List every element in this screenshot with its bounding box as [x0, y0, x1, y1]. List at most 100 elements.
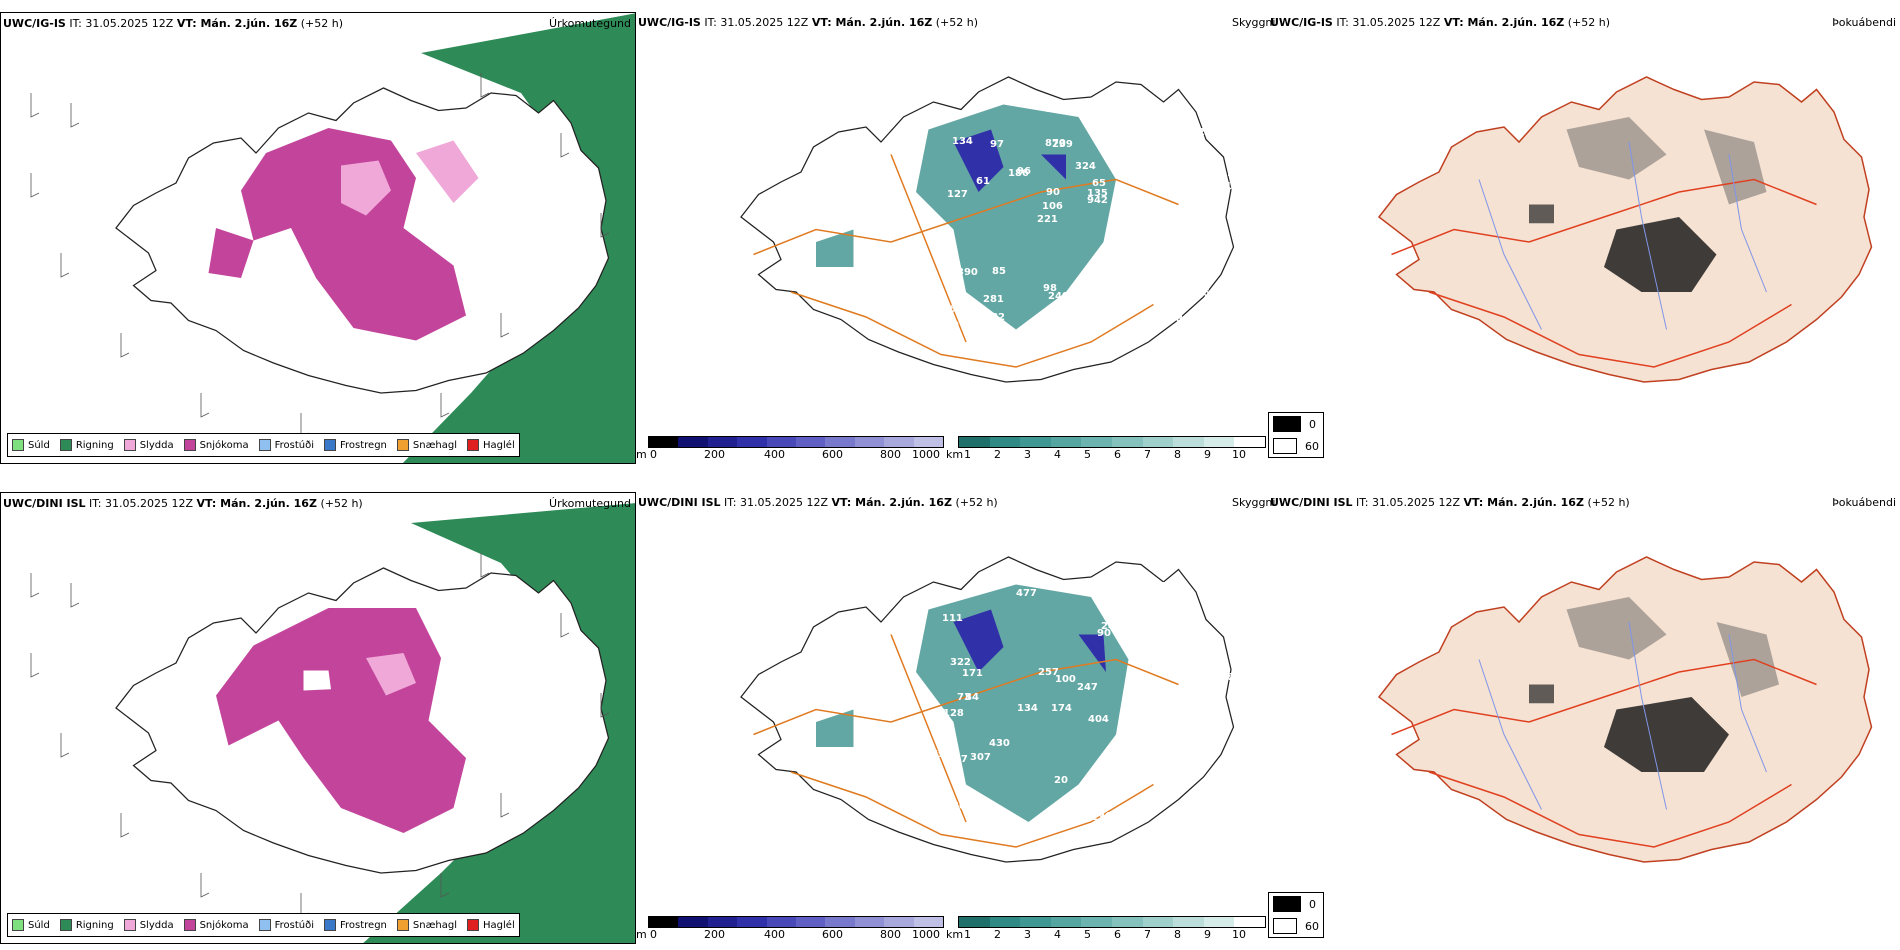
legend-swatch	[396, 439, 409, 451]
height-tick: 600	[822, 928, 843, 941]
vis-tick: 6	[1114, 448, 1121, 461]
visibility-value-label: 174	[1051, 703, 1072, 714]
visibility-value-label: 111	[942, 613, 963, 624]
visibility-value-label: 186	[1008, 168, 1029, 179]
height-colorbar: m 0 200 400 600 800 1000	[636, 436, 946, 462]
colorbar-segment	[913, 917, 944, 927]
visibility-colorbar: km 1 2 3 4 5 6 7 8 9 10	[946, 436, 1268, 462]
precip-panel-bottom: UWC/DINI ISL IT: 31.05.2025 12Z VT: Mán.…	[0, 492, 636, 944]
vis-tick: 9	[1204, 448, 1211, 461]
visibility-value-label: 427	[947, 754, 968, 765]
panel-title: UWC/IG-IS IT: 31.05.2025 12Z VT: Mán. 2.…	[1270, 16, 1611, 29]
visibility-value-label: 570	[1217, 674, 1238, 685]
colorbar-segment	[825, 917, 855, 927]
colorbar-segment	[959, 437, 990, 447]
legend-swatch	[258, 919, 271, 931]
visibility-value-label: 98	[1043, 283, 1057, 294]
visibility-value-label: 90	[1046, 187, 1060, 198]
legend-swatch	[1273, 918, 1297, 934]
legend-item: Rigning	[59, 439, 114, 451]
height-tick: 0	[650, 928, 657, 941]
height-unit: m	[636, 448, 647, 461]
legend-swatch	[12, 439, 24, 451]
colorbar-segment	[989, 917, 1021, 927]
colorbar-segment	[766, 917, 797, 927]
visibility-value-label: 390	[957, 267, 978, 278]
colorbar-segment	[1020, 917, 1051, 927]
visibility-map: 209 127 220 221 327 324 870 324 390 96 146 281 239 65…	[740, 76, 1246, 383]
vis-tick: 10	[1232, 448, 1246, 461]
legend-swatch	[324, 439, 336, 451]
visibility-value-label: 794	[931, 749, 952, 760]
visibility-value-label: 127	[947, 189, 968, 200]
visibility-value-label: 128	[943, 708, 964, 719]
fog-legend-item: 60	[1269, 915, 1323, 937]
visibility-value-label: 134	[1017, 703, 1038, 714]
visibility-value-label: 240	[938, 320, 959, 331]
legend-item: Snæhagl	[396, 919, 457, 931]
visibility-value-label: 266	[1046, 104, 1067, 115]
legend-item: Haglél	[467, 439, 515, 451]
fog-legend-item: 60	[1269, 435, 1323, 457]
height-tick: 200	[704, 928, 725, 941]
legend-swatch	[123, 439, 136, 451]
visibility-map: 103 87 570 174 404 84 111 309 128 90 247 60 477 134 23…	[740, 556, 1244, 863]
vis-tick: 2	[994, 448, 1001, 461]
visibility-value-label: 60	[952, 801, 966, 812]
height-tick: 600	[822, 448, 843, 461]
visibility-value-label: 257	[1038, 667, 1059, 678]
colorbar-segment	[1050, 437, 1082, 447]
colorbar-segment	[1173, 917, 1204, 927]
colorbar-segment	[1111, 917, 1143, 927]
panel-title: UWC/DINI ISL IT: 31.05.2025 12Z VT: Mán.…	[3, 497, 363, 510]
legend-item: Snjókoma	[183, 439, 249, 451]
visibility-value-label: 220	[1198, 127, 1219, 138]
visibility-value-label: 486	[1223, 748, 1244, 759]
fog-legend-top: 0 60	[1268, 412, 1324, 458]
vis-tick: 9	[1204, 928, 1211, 941]
legend-swatch	[123, 919, 136, 931]
fog-legend-bottom: 0 60	[1268, 892, 1324, 938]
colorbar-segment	[737, 437, 767, 447]
visibility-value-label: 82	[949, 272, 963, 283]
visibility-value-label: 281	[983, 294, 1004, 305]
visibility-value-label: 97	[990, 139, 1004, 150]
legend-swatch	[467, 439, 480, 451]
visibility-value-label: 836	[1134, 114, 1155, 125]
vis-tick: 5	[1084, 928, 1091, 941]
vis-tick: 1	[964, 928, 971, 941]
colorbar-segment	[1081, 917, 1112, 927]
legend-item: Slydda	[123, 439, 174, 451]
colorbar-segment	[825, 437, 855, 447]
legend-swatch	[12, 919, 24, 931]
visibility-value-label: 404	[1088, 714, 1109, 725]
height-tick: 1000	[912, 448, 940, 461]
visibility-value-label: 137	[1099, 811, 1120, 822]
colorbar-segment	[989, 437, 1021, 447]
visibility-value-label: 85	[992, 266, 1006, 277]
colorbar-segment	[854, 917, 885, 927]
visibility-value-label: 87	[1077, 328, 1091, 339]
colorbar-segment	[707, 437, 738, 447]
colorbar-segment	[678, 917, 708, 927]
fog-legend-item: 0	[1269, 413, 1323, 435]
visibility-value-label: 135	[1087, 188, 1108, 199]
colorbar-segment	[796, 437, 826, 447]
legend-swatch	[1273, 896, 1301, 912]
legend-swatch	[1273, 416, 1301, 432]
visibility-value-label: 430	[989, 738, 1010, 749]
legend-item: Frostregn	[324, 439, 387, 451]
colorbar-segment	[1111, 437, 1143, 447]
visibility-value-label: 94	[1198, 160, 1212, 171]
colorbar-segment	[854, 437, 885, 447]
visibility-value-label: 57	[1139, 239, 1153, 250]
fog-index-label: Þokuábendi	[1832, 16, 1896, 29]
visibility-unit: km	[946, 448, 964, 461]
visibility-value-label: 183	[1225, 181, 1246, 192]
legend-swatch	[324, 919, 336, 931]
colorbar-segment	[1203, 437, 1235, 447]
visibility-values: 103 87 570 174 404 84 111 309 128 90 247 60 477 134 23…	[931, 577, 1244, 823]
visibility-value-label: 82	[991, 312, 1005, 323]
colorbar-segment	[707, 917, 738, 927]
visibility-value-label: 20	[1054, 775, 1068, 786]
